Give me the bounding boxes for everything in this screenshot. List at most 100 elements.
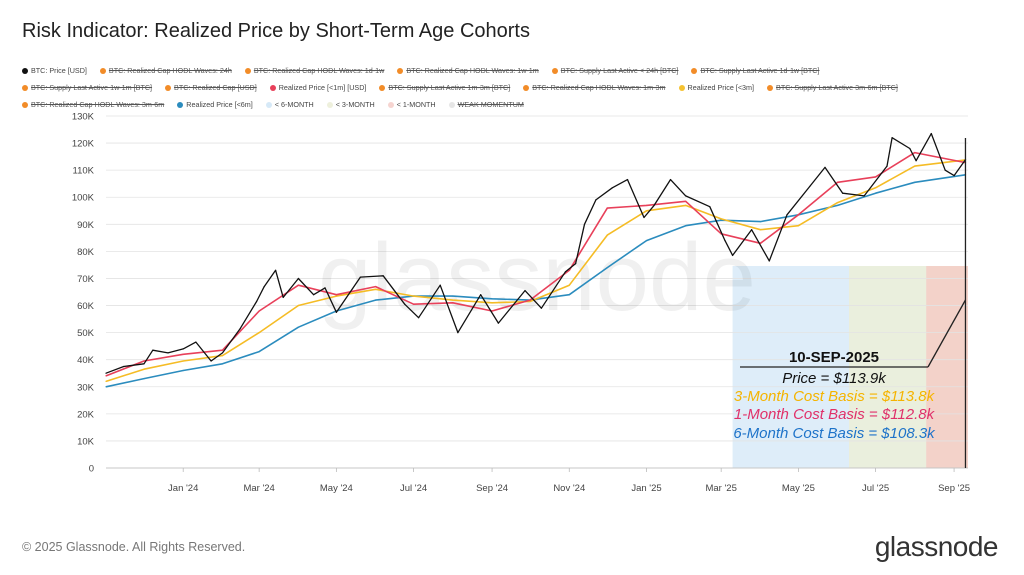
legend-swatch (269, 84, 276, 91)
legend-label: < 3-MONTH (335, 100, 375, 109)
series-point (944, 169, 946, 171)
series-point (797, 214, 800, 216)
legend-item[interactable]: BTC: Realized Cap HODL Waves: 24h (99, 66, 232, 75)
series-point (404, 303, 406, 305)
watermark: glassnode (318, 224, 756, 331)
legend-item[interactable]: BTC: Realized Cap HODL Waves: 3m-6m (22, 100, 164, 109)
series-point (297, 277, 299, 280)
legend-item[interactable]: < 3-MONTH (326, 100, 375, 109)
series-point (529, 299, 531, 301)
legend-label: BTC: Realized Cap HODL Waves: 1d-1w (253, 66, 385, 75)
annotation-leader (927, 299, 967, 368)
legend-item[interactable]: BTC: Realized Cap HODL Waves: 1d-1w (244, 66, 385, 75)
legend-swatch (379, 84, 386, 91)
legend-swatch (165, 84, 172, 91)
series-point (909, 147, 911, 150)
series-point (575, 263, 577, 265)
legend-label: Realized Price [<3m] (687, 83, 755, 92)
series-point (143, 378, 145, 380)
series-point (221, 349, 224, 351)
series-point (497, 322, 499, 324)
annotation-line: Price = $113.9k (782, 370, 887, 387)
legend-item[interactable]: BTC: Price [USD] (22, 66, 87, 75)
series-point (256, 300, 258, 303)
series-point (258, 310, 260, 312)
series-point (653, 204, 655, 206)
legend-item[interactable]: BTC: Supply Last Active 1d-1w [BTC] (691, 66, 820, 75)
series-point (105, 372, 107, 374)
series-point (452, 302, 454, 304)
legend-label: BTC: Supply Last Active 1w-1m [BTC] (31, 83, 153, 92)
series-point (375, 299, 377, 301)
series-point (239, 328, 241, 330)
series-point (491, 302, 493, 304)
legend-row: BTC: Supply Last Active 1w-1m [BTC] BTC: … (22, 79, 1012, 96)
series-point (167, 352, 169, 354)
series-point (720, 219, 722, 221)
legend-label: BTC: Supply Last Active 3m-6m [BTC] (776, 83, 898, 92)
series-point (645, 210, 648, 212)
legend-swatch (265, 101, 272, 108)
legend-swatch (691, 67, 698, 74)
legend-swatch (551, 67, 558, 74)
series-point (606, 267, 608, 269)
series-point (258, 351, 260, 353)
legend-row: BTC: Realized Cap HODL Waves: 3m-6m Reali… (22, 96, 1012, 113)
legend-item[interactable]: BTC: Supply Last Active 1w-1m [BTC] (22, 83, 152, 92)
series-point (105, 380, 107, 382)
legend-label: BTC: Supply Last Active < 24h [BTC] (560, 66, 679, 75)
legend-item[interactable]: BTC: Realized Cap [USD] (165, 83, 257, 92)
series-point (143, 363, 145, 365)
series-point (452, 295, 454, 297)
legend-item[interactable]: < 6-MONTH (265, 100, 314, 109)
y-tick-label: 60K (77, 301, 95, 312)
y-tick-label: 80K (77, 247, 95, 258)
legend-item[interactable]: Realized Price [<1m] [USD] (269, 83, 366, 92)
series-point (439, 284, 441, 286)
chart-legend: BTC: Price [USD] BTC: Realized Cap HODL W… (22, 62, 1012, 113)
legend-item[interactable]: Realized Price [<6m] (177, 100, 253, 109)
annotation-line: 1-Month Cost Basis = $112.8k (734, 406, 936, 423)
series-point (105, 386, 107, 388)
series-lines (105, 132, 967, 388)
legend-item[interactable]: < 1-MONTH (387, 100, 436, 109)
series-point (720, 218, 722, 220)
series-point (786, 214, 788, 216)
series-point (335, 295, 337, 297)
series-point (824, 166, 826, 168)
series-point (809, 185, 811, 187)
legend-item[interactable]: BTC: Supply Last Active < 24h [BTC] (551, 66, 679, 75)
series-point (768, 260, 770, 262)
series-point (143, 360, 145, 362)
series-point (606, 234, 608, 236)
legend-label: < 1-MONTH (396, 100, 436, 109)
legend-label: BTC: Realized Cap HODL Waves: 1w-1m (406, 66, 539, 75)
legend-swatch (177, 101, 184, 108)
series-point (930, 133, 932, 135)
series-point (645, 204, 648, 206)
series-point (759, 229, 762, 231)
y-tick-label: 110K (73, 166, 95, 177)
series-point (837, 202, 839, 204)
series-point (524, 290, 526, 292)
series-point (123, 365, 125, 368)
series-point (258, 332, 260, 334)
legend-item[interactable]: BTC: Supply Last Active 1m-3m [BTC] (379, 83, 510, 92)
legend-item[interactable]: BTC: Realized Cap HODL Waves: 1m-3m (523, 83, 666, 92)
legend-label: BTC: Supply Last Active 1m-3m [BTC] (388, 83, 511, 92)
series-point (152, 349, 154, 351)
y-tick-label: 20K (77, 409, 95, 420)
series-point (182, 369, 184, 372)
series-point (540, 307, 543, 309)
glassnode-logo: glassnode (874, 531, 999, 562)
series-point (568, 294, 570, 296)
legend-item[interactable]: BTC: Supply Last Active 3m-6m [BTC] (767, 83, 898, 92)
series-point (842, 192, 844, 194)
legend-item[interactable]: Realized Price [<3m] (678, 83, 755, 92)
legend-item[interactable]: BTC: Realized Cap HODL Waves: 1w-1m (397, 66, 539, 75)
legend-item[interactable]: WEAK MOMENTUM (448, 100, 524, 109)
series-point (452, 299, 454, 301)
series-point (413, 303, 415, 305)
series-point (685, 195, 687, 197)
